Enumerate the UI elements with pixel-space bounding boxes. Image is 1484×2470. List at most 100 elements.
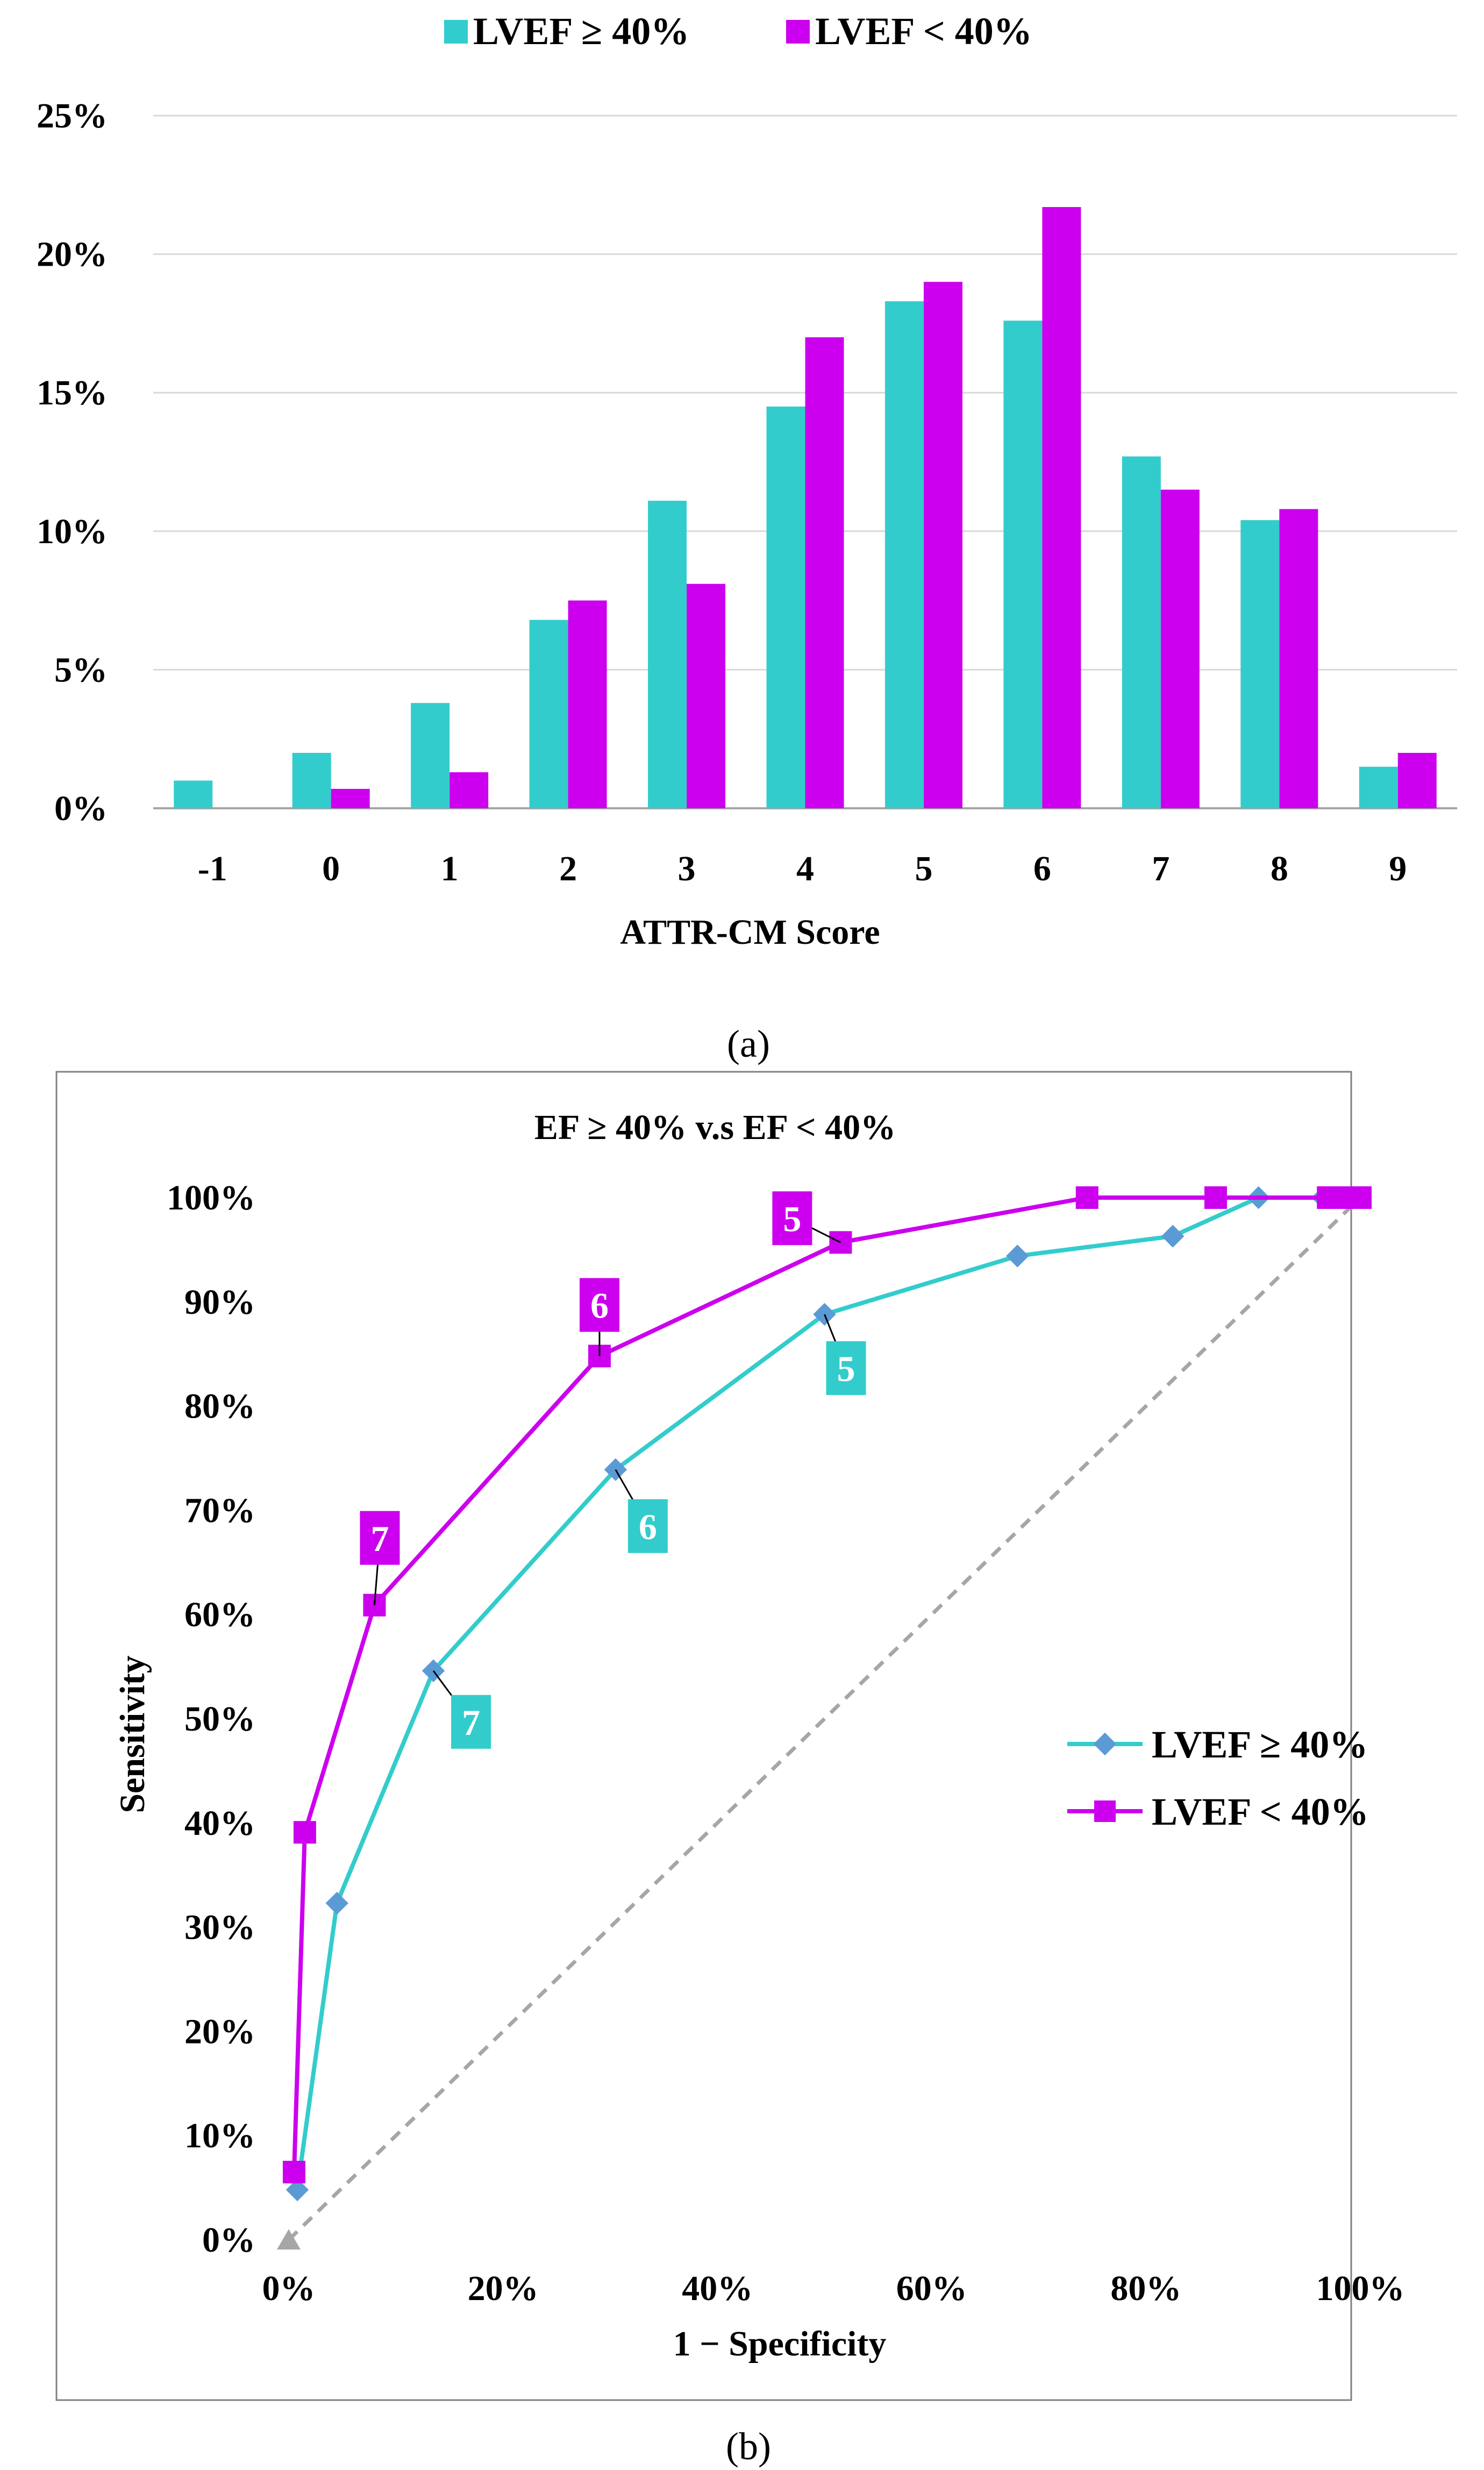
- chart-b-title: EF ≥ 40% v.s EF < 40%: [534, 1108, 896, 1147]
- callout-label: 6: [590, 1285, 609, 1326]
- bar-lvef-lt-40: [805, 337, 844, 808]
- bars-a: [174, 207, 1437, 808]
- chart-b-frame: [55, 1071, 1352, 2401]
- bar-lvef-ge-40: [411, 703, 450, 808]
- bar-lvef-ge-40: [292, 752, 331, 808]
- callout-label: 7: [370, 1518, 389, 1559]
- x-tick-label: 20%: [468, 2269, 539, 2308]
- x-tick-label: 2: [559, 849, 577, 888]
- annotations-b: 7 6 5 7 6 5: [360, 1191, 866, 1749]
- data-point: [293, 1821, 316, 1844]
- y-axis-label-b: Sensitivity: [113, 1655, 152, 1813]
- legend-b-marker-1: [1093, 1732, 1117, 1756]
- x-tick-labels-b: 0% 20% 40% 60% 80% 100%: [262, 2269, 1405, 2308]
- y-tick-label: 30%: [184, 1908, 255, 1947]
- x-tick-label: 3: [678, 849, 696, 888]
- bar-lvef-ge-40: [1003, 321, 1043, 808]
- bar-chart-a: LVEF ≥ 40% LVEF < 40% 0% 5% 10% 15% 20% 25% -…: [37, 10, 1457, 952]
- x-axis-label-a: ATTR-CM Score: [620, 913, 880, 952]
- x-tick-label: 1: [441, 849, 459, 888]
- y-tick-label: 5%: [54, 650, 108, 689]
- legend-a-label-1: LVEF ≥ 40%: [473, 10, 689, 53]
- callout-box: [360, 1511, 400, 1565]
- data-point: [325, 1891, 348, 1915]
- y-tick-label: 25%: [37, 96, 108, 136]
- callout-label: 5: [837, 1348, 855, 1389]
- data-point: [1161, 1225, 1185, 1248]
- x-tick-label: 0: [322, 849, 340, 888]
- bar-lvef-ge-40: [884, 301, 924, 808]
- y-tick-label: 90%: [184, 1283, 255, 1322]
- bar-lvef-ge-40: [648, 501, 687, 808]
- x-tick-label: 80%: [1110, 2269, 1181, 2308]
- bar-lvef-ge-40: [1359, 766, 1398, 808]
- y-tick-label: 60%: [184, 1595, 255, 1634]
- y-tick-label: 20%: [37, 235, 108, 274]
- bar-lvef-lt-40: [450, 772, 489, 808]
- panel-label-a: (a): [727, 1022, 770, 1065]
- legend-a-swatch-2: [786, 20, 810, 44]
- y-tick-labels-b: 0% 10% 20% 30% 40% 50% 60% 70% 80% 90% 100%: [167, 1178, 255, 2260]
- data-point: [282, 2161, 305, 2184]
- y-tick-label: 0%: [54, 789, 108, 828]
- legend-b-label-2: LVEF < 40%: [1152, 1790, 1369, 1833]
- callout-label: 6: [639, 1506, 657, 1547]
- legend-b: LVEF ≥ 40% LVEF < 40%: [1067, 1723, 1369, 1833]
- y-tick-label: 70%: [184, 1491, 255, 1530]
- series-lvef-lt-40: [282, 1186, 1372, 2184]
- y-tick-label: 20%: [184, 2012, 255, 2051]
- callout-box: [627, 1499, 668, 1553]
- reference-line: [277, 1187, 1372, 2250]
- bar-lvef-lt-40: [1397, 752, 1437, 808]
- bar-lvef-lt-40: [923, 282, 962, 808]
- bar-lvef-ge-40: [529, 620, 568, 808]
- roc-chart-b: EF ≥ 40% v.s EF < 40% Sensitivity 1 − Sp…: [55, 1071, 1405, 2401]
- y-tick-label: 80%: [184, 1387, 255, 1426]
- bar-lvef-lt-40: [687, 583, 726, 808]
- callout-box: [451, 1695, 491, 1749]
- reference-diagonal: [287, 1196, 1362, 2241]
- data-point: [1204, 1186, 1227, 1209]
- x-tick-label: 6: [1033, 849, 1051, 888]
- bar-lvef-lt-40: [331, 788, 370, 808]
- x-tick-labels-a: -1 0 1 2 3 4 5 6 7 8 9: [198, 849, 1407, 888]
- x-tick-label: 7: [1152, 849, 1169, 888]
- x-tick-label: 100%: [1316, 2269, 1405, 2308]
- legend-b-label-1: LVEF ≥ 40%: [1152, 1723, 1368, 1766]
- bar-lvef-ge-40: [766, 406, 805, 808]
- bar-lvef-ge-40: [174, 780, 213, 808]
- bar-lvef-ge-40: [1240, 520, 1280, 808]
- x-axis-label-b: 1 − Specificity: [673, 2324, 887, 2364]
- callout-box: [772, 1191, 812, 1245]
- bar-lvef-lt-40: [1160, 489, 1200, 808]
- data-point: [1317, 1186, 1340, 1209]
- bar-lvef-lt-40: [568, 600, 607, 808]
- legend-b-marker-2: [1094, 1800, 1116, 1822]
- bar-lvef-ge-40: [1122, 456, 1161, 808]
- y-tick-labels-a: 0% 5% 10% 15% 20% 25%: [37, 96, 108, 828]
- y-tick-label: 10%: [184, 2116, 255, 2155]
- legend-a-swatch-1: [444, 20, 468, 44]
- x-tick-label: 0%: [262, 2269, 316, 2308]
- x-tick-label: 9: [1389, 849, 1407, 888]
- callout-box: [579, 1278, 619, 1332]
- bar-lvef-lt-40: [1042, 207, 1081, 808]
- series-lvef-ge-40: [286, 1186, 1372, 2202]
- bar-lvef-lt-40: [1279, 509, 1318, 808]
- y-tick-label: 0%: [202, 2220, 255, 2260]
- callout-label: 7: [462, 1702, 480, 1743]
- y-tick-label: 100%: [167, 1178, 255, 1218]
- data-point: [1006, 1244, 1029, 1268]
- y-tick-label: 10%: [37, 512, 108, 551]
- panel-label-b: (b): [726, 2425, 771, 2468]
- x-tick-label: 40%: [682, 2269, 753, 2308]
- x-tick-label: 5: [915, 849, 932, 888]
- callout-box: [826, 1341, 866, 1396]
- legend-a: LVEF ≥ 40% LVEF < 40%: [444, 10, 1032, 53]
- x-tick-label: 8: [1271, 849, 1288, 888]
- callout-label: 5: [783, 1198, 801, 1239]
- x-tick-label: 60%: [896, 2269, 967, 2308]
- y-tick-label: 50%: [184, 1699, 255, 1739]
- y-tick-label: 40%: [184, 1804, 255, 1843]
